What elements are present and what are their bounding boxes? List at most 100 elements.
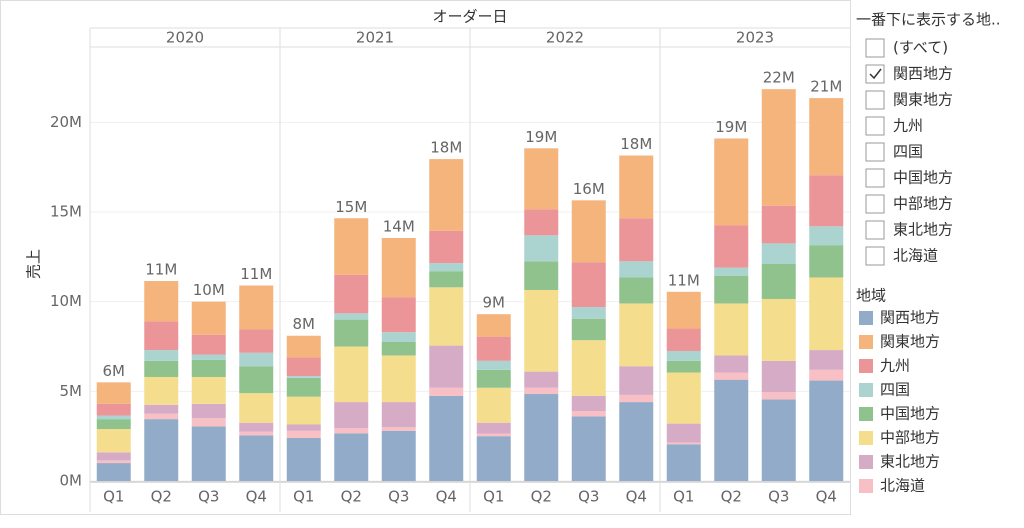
legend-swatch xyxy=(859,359,873,373)
bar-segment xyxy=(286,430,321,438)
bar-segment xyxy=(714,267,749,276)
bar-segment xyxy=(96,415,131,420)
bar-segment xyxy=(761,298,796,361)
bar-segment xyxy=(476,436,511,481)
legend-label: 中部地方 xyxy=(880,429,940,447)
x-title: オーダー日 xyxy=(432,8,507,26)
legend-title: 地域 xyxy=(856,287,886,305)
checkbox[interactable] xyxy=(865,168,885,188)
x-tick-label: Q3 xyxy=(198,488,219,506)
bar-segment xyxy=(571,200,606,263)
bar-segment xyxy=(429,271,464,288)
bar-segment xyxy=(429,345,464,388)
bar-segment xyxy=(286,335,321,358)
total-label: 19M xyxy=(715,118,747,136)
bar-segment xyxy=(809,226,844,246)
bar-segment xyxy=(429,230,464,264)
bar-segment xyxy=(381,237,416,298)
total-label: 10M xyxy=(193,281,225,299)
bar-segment xyxy=(761,205,796,244)
legend-label: 四国 xyxy=(880,381,910,399)
total-label: 15M xyxy=(335,198,367,216)
bar-segment xyxy=(761,264,796,299)
checkbox[interactable] xyxy=(865,194,885,214)
bar-segment xyxy=(571,307,606,319)
bar-segment xyxy=(524,371,559,388)
bar-segment xyxy=(524,387,559,395)
checkbox[interactable] xyxy=(865,220,885,240)
total-label: 14M xyxy=(383,217,415,235)
bar-segment xyxy=(666,360,701,373)
bar-segment xyxy=(144,413,179,420)
filter-option[interactable]: 北海道 xyxy=(893,247,938,265)
x-tick-label: Q1 xyxy=(293,488,314,506)
bar-segment xyxy=(334,319,369,347)
checkbox[interactable] xyxy=(865,246,885,266)
bar-segment xyxy=(714,275,749,304)
bar-segment xyxy=(96,452,131,461)
legend-swatch xyxy=(859,479,873,493)
bar-segment xyxy=(809,245,844,278)
bar-segment xyxy=(334,313,369,320)
bar-segment xyxy=(476,369,511,388)
bar-segment xyxy=(524,261,559,291)
bar-segment xyxy=(476,314,511,337)
y-tick-label: 0M xyxy=(60,472,83,490)
filter-option[interactable]: 九州 xyxy=(893,117,923,135)
bar-segment xyxy=(809,175,844,227)
bar-segment xyxy=(476,422,511,434)
checkbox[interactable] xyxy=(865,90,885,110)
bar-segment xyxy=(334,402,369,429)
checkmark xyxy=(869,68,882,80)
bar-segment xyxy=(429,263,464,272)
bar-segment xyxy=(809,98,844,176)
x-tick-label: Q2 xyxy=(341,488,362,506)
bar-segment xyxy=(96,463,131,481)
bar-segment xyxy=(286,377,321,397)
bar-segment xyxy=(429,287,464,346)
bar-segment xyxy=(761,399,796,481)
legend-label: 東北地方 xyxy=(880,453,940,471)
legend-swatch xyxy=(859,407,873,421)
bar-segment xyxy=(619,218,654,262)
filter-option[interactable]: 関東地方 xyxy=(893,91,953,109)
bar-segment xyxy=(571,262,606,308)
y-tick-label: 10M xyxy=(50,292,82,310)
bar-segment xyxy=(714,138,749,226)
bar-segment xyxy=(714,379,749,481)
checkbox[interactable] xyxy=(865,116,885,136)
total-label: 22M xyxy=(763,69,795,87)
bar-segment xyxy=(144,404,179,414)
legend-swatch xyxy=(859,455,873,469)
bar-segment xyxy=(286,396,321,425)
filter-option[interactable]: 中部地方 xyxy=(893,195,953,213)
y-tick-label: 5M xyxy=(60,382,83,400)
checkbox[interactable] xyxy=(865,142,885,162)
group-label: 2023 xyxy=(736,29,774,47)
filter-option[interactable]: 四国 xyxy=(893,143,923,161)
filter-option[interactable]: 東北地方 xyxy=(893,221,953,239)
filter-option[interactable]: 関西地方 xyxy=(893,65,953,83)
bar-segment xyxy=(571,416,606,481)
filter-option[interactable]: (すべて) xyxy=(893,39,948,57)
bar-segment xyxy=(381,342,416,356)
checkbox[interactable] xyxy=(865,64,885,84)
bar-segment xyxy=(144,360,179,377)
legend-swatch xyxy=(859,383,873,397)
legend-swatch xyxy=(859,311,873,325)
bar-segment xyxy=(96,428,131,453)
bar-segment xyxy=(714,225,749,268)
bar-segment xyxy=(429,387,464,396)
total-label: 8M xyxy=(293,315,316,333)
y-title: 売上 xyxy=(25,249,43,279)
bar-segment xyxy=(144,350,179,361)
bar-segment xyxy=(476,336,511,361)
bar-segment xyxy=(524,209,559,236)
checkbox[interactable] xyxy=(865,38,885,58)
filter-option[interactable]: 中国地方 xyxy=(893,169,953,187)
bar-segment xyxy=(666,328,701,351)
bar-segment xyxy=(381,332,416,343)
group-label: 2021 xyxy=(356,29,394,47)
bar-segment xyxy=(286,424,321,431)
